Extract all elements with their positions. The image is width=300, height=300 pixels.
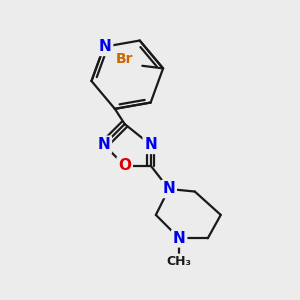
Text: N: N (144, 137, 157, 152)
Text: Br: Br (116, 52, 133, 66)
Text: O: O (118, 158, 131, 173)
Text: N: N (173, 231, 186, 246)
Text: CH₃: CH₃ (167, 255, 192, 268)
Text: N: N (163, 182, 175, 196)
Text: N: N (98, 137, 110, 152)
Text: N: N (99, 39, 112, 54)
